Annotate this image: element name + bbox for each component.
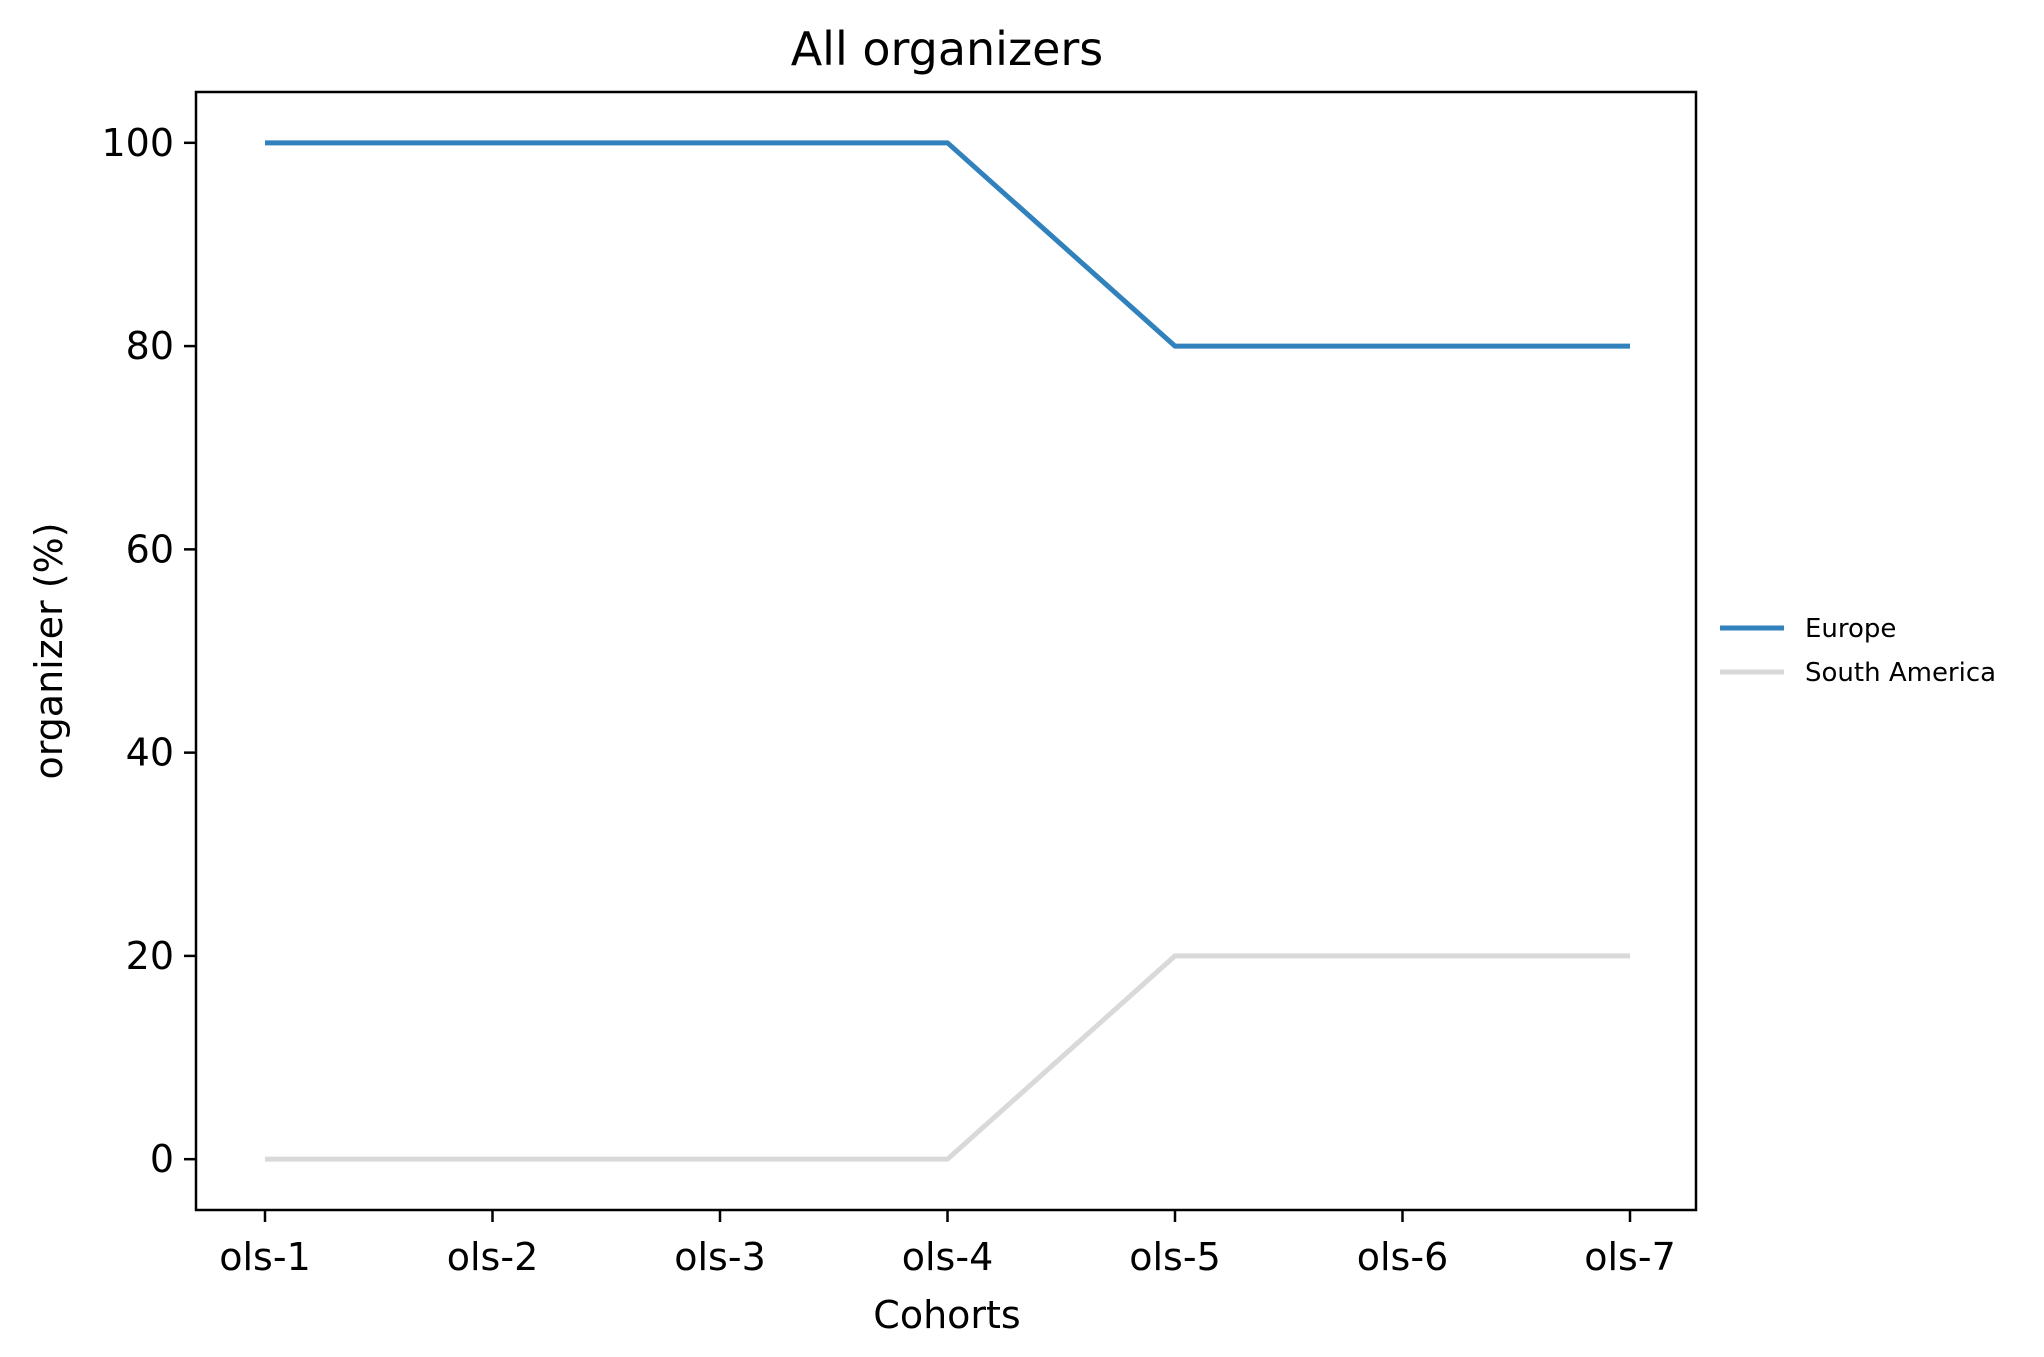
x-axis-ticks: ols-1 ols-2 ols-3 ols-4 ols-5 ols-6 ols-7 — [219, 1210, 1676, 1279]
x-tick-label: ols-3 — [674, 1235, 766, 1279]
legend: Europe South America — [1720, 614, 1996, 688]
y-tick-label: 20 — [126, 934, 174, 978]
x-tick-label: ols-4 — [902, 1235, 994, 1279]
y-tick-label: 100 — [101, 121, 174, 165]
y-axis-label: organizer (%) — [27, 522, 71, 779]
plot-frame — [194, 90, 1698, 1212]
y-tick-label: 80 — [126, 324, 174, 368]
x-tick-label: ols-1 — [219, 1235, 311, 1279]
series-line-south-america — [265, 953, 1630, 1162]
plot-lines — [265, 140, 1630, 1162]
x-tick-label: ols-5 — [1129, 1235, 1221, 1279]
legend-label: South America — [1805, 658, 1996, 688]
y-tick-label: 40 — [126, 731, 174, 775]
y-axis-ticks: 0 20 40 60 80 100 — [101, 121, 196, 1181]
y-tick-label: 0 — [150, 1137, 174, 1181]
x-tick-label: ols-6 — [1357, 1235, 1449, 1279]
chart-title: All organizers — [791, 22, 1104, 76]
series-line-europe — [265, 140, 1630, 349]
legend-label: Europe — [1805, 614, 1896, 644]
y-tick-label: 60 — [126, 527, 174, 571]
x-tick-label: ols-2 — [447, 1235, 539, 1279]
x-tick-label: ols-7 — [1584, 1235, 1676, 1279]
x-axis-label: Cohorts — [873, 1293, 1020, 1337]
